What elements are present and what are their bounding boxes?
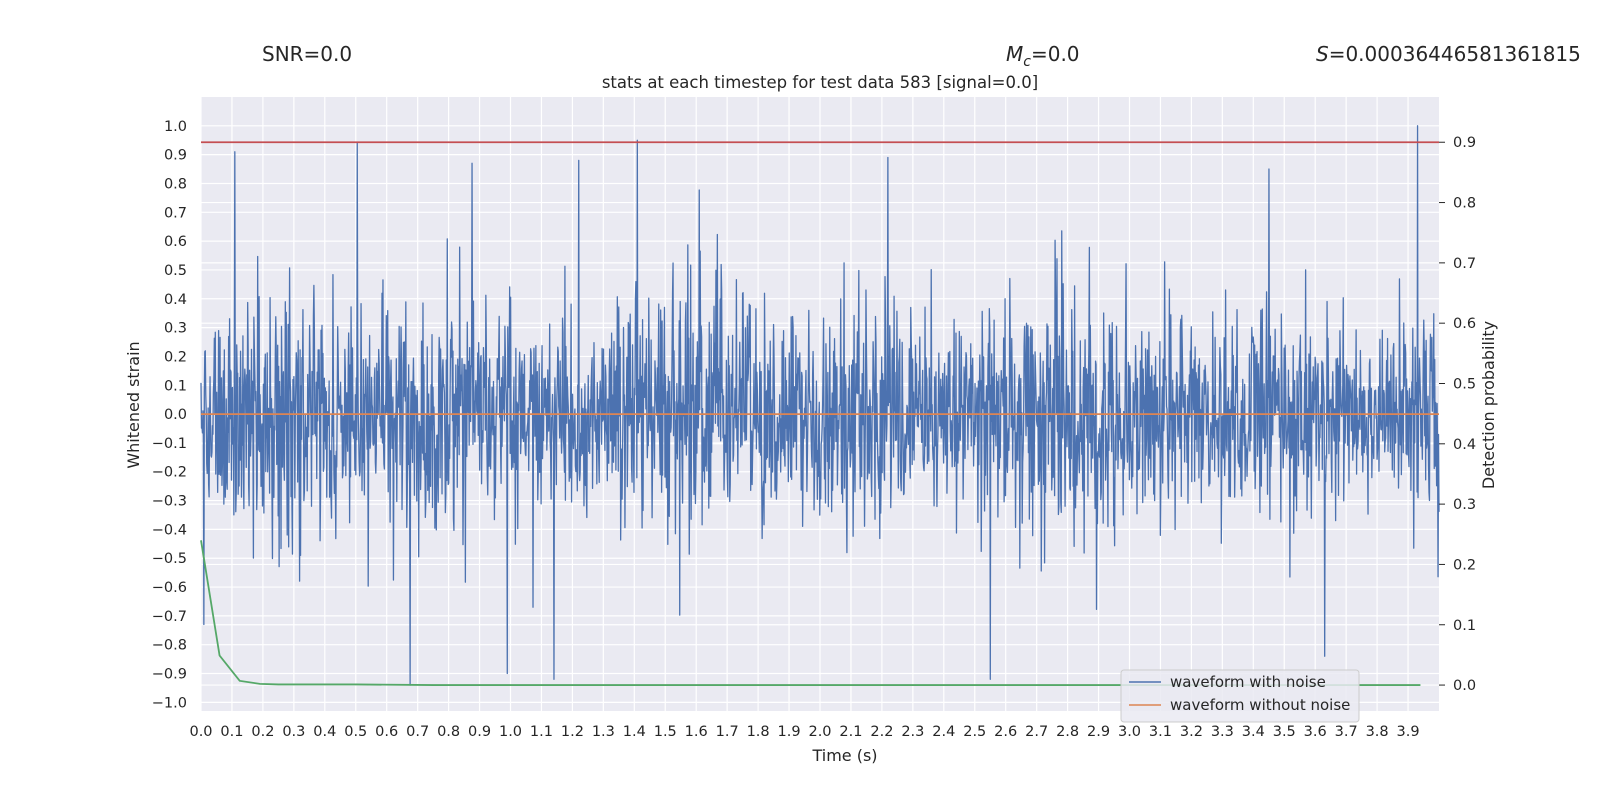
y-tick-label: −0.7 bbox=[152, 609, 187, 625]
y2-tick-label: 0.6 bbox=[1453, 316, 1476, 332]
y-axis-ticks: 1.0 0.9 0.8 0.7 0.6 0.5 0.4 0.3 0.2 0.1 0.0 −0.1 −0.… bbox=[152, 119, 187, 712]
x-tick-label: 3.7 bbox=[1335, 724, 1358, 740]
y2-tick-label: 0.1 bbox=[1453, 618, 1476, 634]
x-tick-label: 0.3 bbox=[282, 724, 305, 740]
y2-tick-label: 0.7 bbox=[1453, 256, 1476, 272]
y-tick-label: 0.0 bbox=[164, 407, 187, 423]
x-tick-label: 3.3 bbox=[1211, 724, 1234, 740]
legend-label-clean: waveform without noise bbox=[1170, 696, 1350, 714]
x-tick-label: 0.0 bbox=[189, 724, 212, 740]
y2-tick-label: 0.0 bbox=[1453, 678, 1476, 694]
chirp-mass-symbol: M bbox=[1006, 42, 1024, 66]
x-tick-label: 2.0 bbox=[808, 724, 831, 740]
x-tick-label: 3.5 bbox=[1273, 724, 1296, 740]
y-tick-label: 0.5 bbox=[164, 263, 187, 279]
legend: waveform with noise waveform without noi… bbox=[1120, 669, 1360, 723]
x-tick-label: 2.1 bbox=[839, 724, 862, 740]
x-tick-label: 1.7 bbox=[716, 724, 739, 740]
y2-axis-ticks: 0.9 0.8 0.7 0.6 0.5 0.4 0.3 0.2 0.1 0.0 bbox=[1439, 135, 1476, 694]
chirp-mass-header: Mc=0.0 bbox=[1006, 42, 1080, 70]
y-tick-label: 0.2 bbox=[164, 349, 187, 365]
x-tick-label: 0.8 bbox=[437, 724, 460, 740]
x-tick-label: 2.5 bbox=[963, 724, 986, 740]
x-tick-label: 0.5 bbox=[344, 724, 367, 740]
y-tick-label: −0.4 bbox=[152, 522, 187, 538]
x-tick-label: 3.8 bbox=[1366, 724, 1389, 740]
y-tick-label: −0.6 bbox=[152, 580, 187, 596]
y-tick-label: −0.5 bbox=[152, 551, 187, 567]
x-tick-label: 2.6 bbox=[994, 724, 1017, 740]
y-tick-label: 1.0 bbox=[164, 119, 187, 135]
chirp-mass-subscript: c bbox=[1023, 54, 1031, 70]
x-tick-label: 2.8 bbox=[1056, 724, 1079, 740]
x-axis-label: Time (s) bbox=[811, 746, 877, 765]
y-tick-label: −0.9 bbox=[152, 667, 187, 683]
x-tick-label: 2.3 bbox=[901, 724, 924, 740]
grid bbox=[200, 97, 1439, 711]
y2-tick-label: 0.5 bbox=[1453, 376, 1476, 392]
y2-tick-label: 0.9 bbox=[1453, 135, 1476, 151]
s-stat-value: =0.00036446581361815 bbox=[1328, 42, 1581, 66]
y2-tick-label: 0.8 bbox=[1453, 196, 1476, 212]
x-tick-label: 3.1 bbox=[1149, 724, 1172, 740]
y-tick-label: 0.4 bbox=[164, 292, 187, 308]
y-tick-label: −1.0 bbox=[152, 695, 187, 711]
y-tick-label: 0.9 bbox=[164, 148, 187, 164]
y-tick-label: −0.2 bbox=[152, 465, 187, 481]
chart-title: stats at each timestep for test data 583… bbox=[602, 73, 1038, 92]
y-tick-label: 0.7 bbox=[164, 205, 187, 221]
x-tick-label: 1.0 bbox=[499, 724, 522, 740]
x-tick-label: 1.4 bbox=[623, 724, 646, 740]
x-tick-label: 3.4 bbox=[1242, 724, 1265, 740]
snr-header: SNR=0.0 bbox=[262, 42, 353, 66]
x-tick-label: 1.2 bbox=[561, 724, 584, 740]
y2-tick-label: 0.2 bbox=[1453, 557, 1476, 573]
x-tick-label: 1.3 bbox=[592, 724, 615, 740]
x-tick-label: 0.1 bbox=[220, 724, 243, 740]
chirp-mass-value: =0.0 bbox=[1030, 42, 1080, 66]
x-tick-label: 1.8 bbox=[747, 724, 770, 740]
y2-tick-label: 0.4 bbox=[1453, 437, 1476, 453]
x-tick-label: 1.1 bbox=[530, 724, 553, 740]
x-tick-label: 3.0 bbox=[1118, 724, 1141, 740]
y2-tick-label: 0.3 bbox=[1453, 497, 1476, 513]
y2-axis-label: Detection probability bbox=[1479, 321, 1498, 489]
y-tick-label: 0.1 bbox=[164, 378, 187, 394]
legend-label-noise: waveform with noise bbox=[1170, 673, 1326, 691]
x-tick-label: 0.2 bbox=[251, 724, 274, 740]
s-stat-symbol: S bbox=[1316, 42, 1329, 66]
x-axis-ticks: 0.0 0.1 0.2 0.3 0.4 0.5 0.6 0.7 0.8 0.9 1.0 1.1 1.2 1… bbox=[189, 724, 1419, 740]
x-tick-label: 1.5 bbox=[654, 724, 677, 740]
y-tick-label: −0.1 bbox=[152, 436, 187, 452]
series-detection-probability bbox=[200, 540, 1421, 686]
y-tick-label: 0.3 bbox=[164, 321, 187, 337]
y-tick-label: −0.3 bbox=[152, 494, 187, 510]
x-tick-label: 2.9 bbox=[1087, 724, 1110, 740]
series-waveform-with-noise bbox=[200, 125, 1440, 686]
x-tick-label: 3.9 bbox=[1397, 724, 1420, 740]
x-tick-label: 1.6 bbox=[685, 724, 708, 740]
x-tick-label: 0.9 bbox=[468, 724, 491, 740]
x-tick-label: 1.9 bbox=[778, 724, 801, 740]
x-tick-label: 0.7 bbox=[406, 724, 429, 740]
x-tick-label: 2.7 bbox=[1025, 724, 1048, 740]
probability-line bbox=[200, 540, 1421, 686]
noise-line bbox=[200, 125, 1440, 686]
legend-box bbox=[1120, 669, 1360, 723]
x-tick-label: 3.6 bbox=[1304, 724, 1327, 740]
s-stat-header: S=0.00036446581361815 bbox=[1316, 42, 1581, 66]
x-tick-label: 0.6 bbox=[375, 724, 398, 740]
y-tick-label: 0.6 bbox=[164, 234, 187, 250]
y-tick-label: −0.8 bbox=[152, 638, 187, 654]
y-axis-label: Whitened strain bbox=[124, 341, 143, 468]
y-tick-label: 0.8 bbox=[164, 176, 187, 192]
x-tick-label: 3.2 bbox=[1180, 724, 1203, 740]
x-tick-label: 0.4 bbox=[313, 724, 336, 740]
x-tick-label: 2.2 bbox=[870, 724, 893, 740]
x-tick-label: 2.4 bbox=[932, 724, 955, 740]
